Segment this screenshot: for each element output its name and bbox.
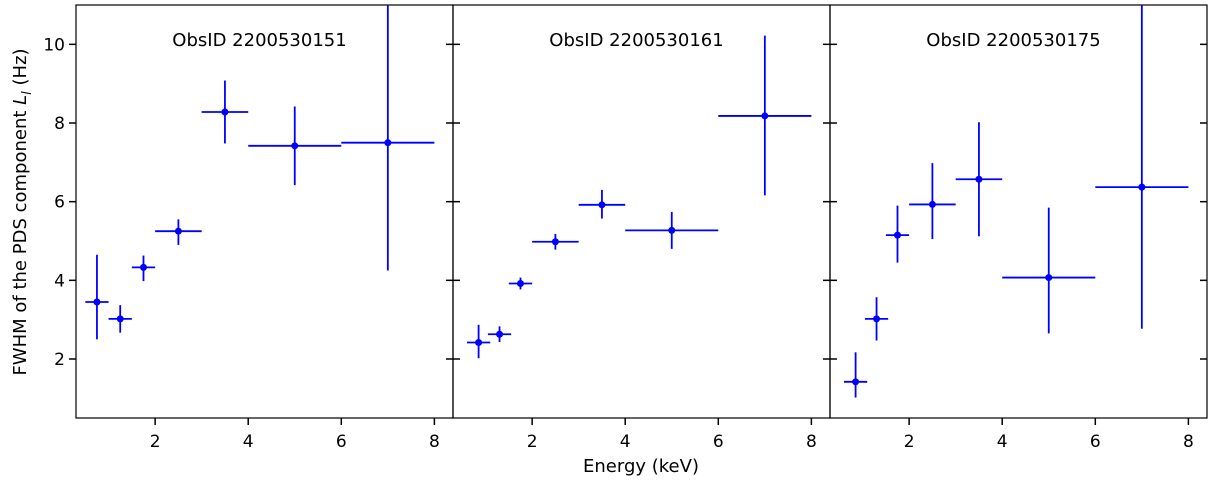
panel-1: 2 4 6 8 2 4 6 8 10 ObsID 2200530151 (43, 4, 454, 452)
y-tick-label: 4 (54, 271, 65, 291)
plot-frame (829, 4, 1208, 419)
panel-title: ObsID 2200530175 (926, 30, 1100, 51)
x-tick-label: 4 (997, 432, 1008, 452)
data-point (1045, 274, 1053, 282)
y-tick-label: 6 (54, 193, 65, 213)
x-tick-label: 4 (620, 432, 631, 452)
panel-3: 2 4 6 8 ObsID 2200530175 (823, 4, 1208, 452)
data-point (668, 226, 676, 234)
y-axis-label-subscript: l (20, 91, 35, 95)
data-point (873, 315, 881, 323)
data-point (893, 231, 901, 239)
data-point (975, 175, 983, 183)
data-point (928, 200, 936, 208)
x-tick-label: 6 (336, 432, 347, 452)
x-tick-label: 8 (429, 432, 440, 452)
data-point (516, 279, 524, 287)
x-tick-label: 2 (904, 432, 915, 452)
y-axis-label-suffix: (Hz) (10, 48, 31, 91)
x-tick-label: 6 (1090, 432, 1101, 452)
panel-title: ObsID 2200530151 (172, 30, 346, 51)
y-axis-label-prefix: FWHM of the PDS component (10, 105, 31, 376)
data-point (551, 238, 559, 246)
x-tick-label: 2 (150, 432, 161, 452)
data-point (93, 298, 101, 306)
data-point (291, 142, 299, 150)
x-tick-label: 4 (243, 432, 254, 452)
data-point (139, 263, 147, 271)
data-point (852, 378, 860, 386)
data-point (174, 227, 182, 235)
x-tick-label: 8 (1183, 432, 1194, 452)
data-point (761, 112, 769, 120)
x-tick-label: 2 (527, 432, 538, 452)
series-points (466, 35, 812, 359)
data-point (496, 330, 504, 338)
y-tick-label: 10 (43, 35, 65, 55)
y-axis-label-symbol: L (10, 95, 31, 105)
data-point (1138, 183, 1146, 191)
y-tick-label: 2 (54, 350, 65, 370)
data-point (598, 201, 606, 209)
series-points (85, 5, 435, 340)
x-axis-label: Energy (keV) (583, 456, 699, 477)
data-point (116, 315, 124, 323)
panels: 2 4 6 8 2 4 6 8 10 ObsID 2200530151 2 4 6 8 ObsID 2200… (43, 4, 1208, 452)
series-points (843, 5, 1189, 398)
y-axis-label: FWHM of the PDS component Ll (Hz) (10, 48, 35, 375)
panel-2: 2 4 6 8 ObsID 2200530161 (446, 4, 831, 452)
plot-frame (75, 4, 454, 419)
x-tick-label: 8 (806, 432, 817, 452)
y-tick-label: 8 (54, 114, 65, 134)
data-point (384, 139, 392, 147)
data-point (475, 338, 483, 346)
panel-title: ObsID 2200530161 (549, 30, 723, 51)
plot-frame (452, 4, 831, 419)
x-tick-label: 6 (713, 432, 724, 452)
data-point (221, 108, 229, 116)
